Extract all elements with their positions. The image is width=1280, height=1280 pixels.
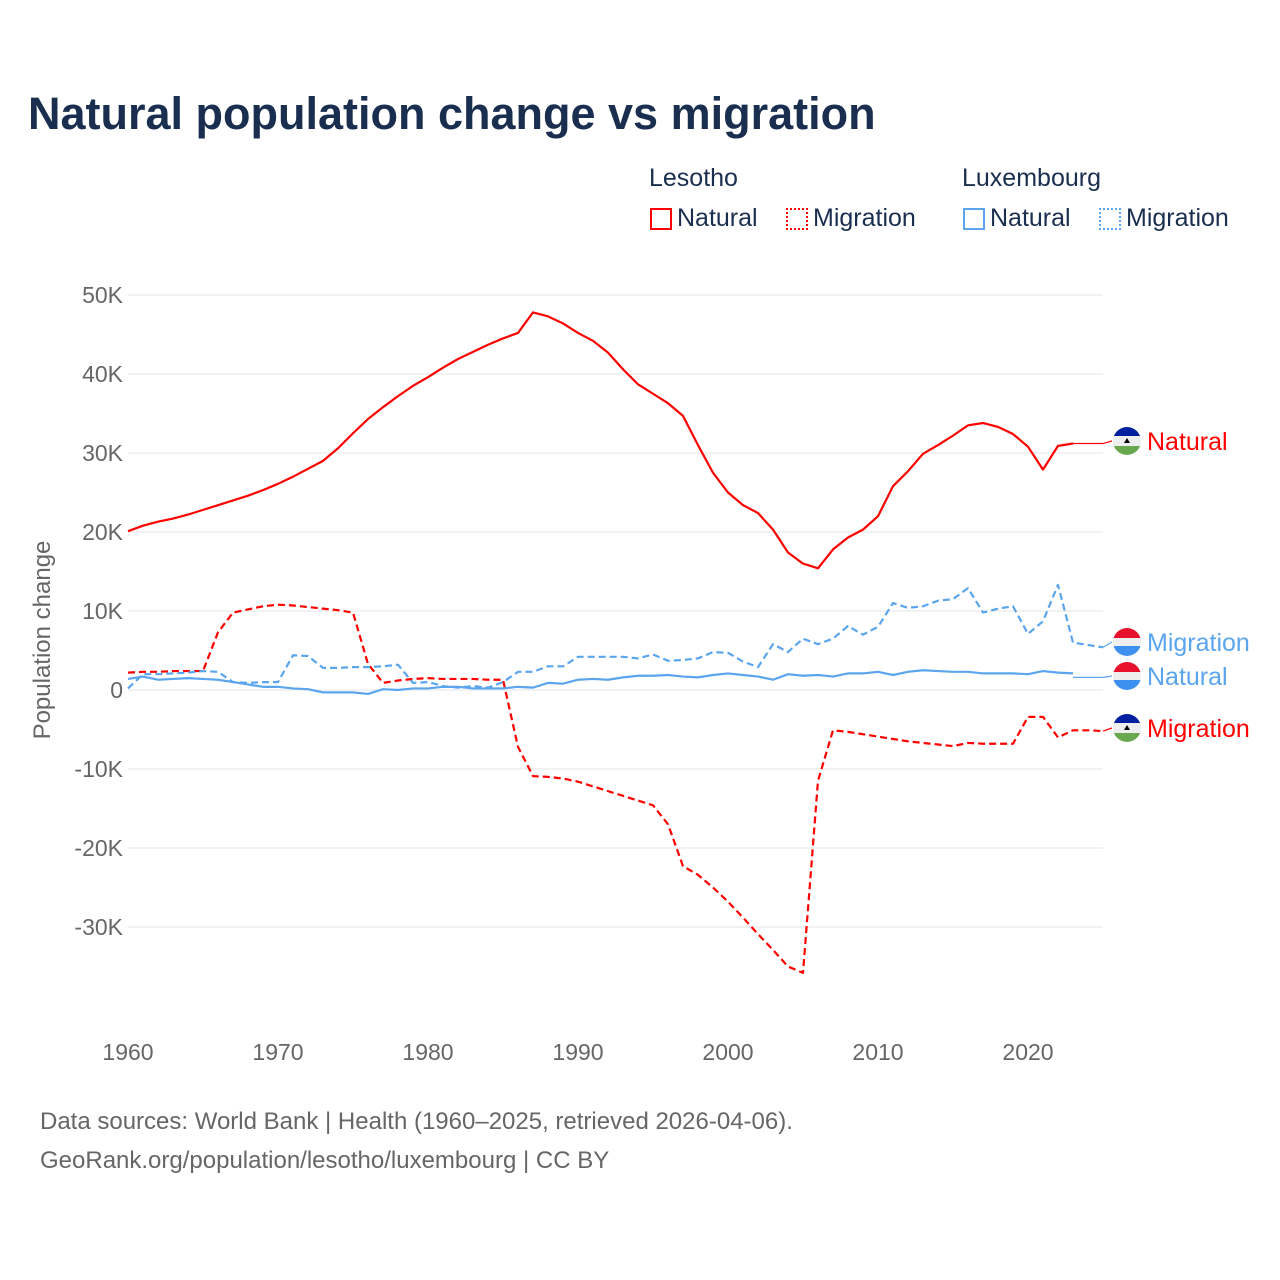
x-tick-label: 1990 (552, 1039, 603, 1065)
lesotho-flag-icon (1113, 714, 1141, 742)
x-tick-label: 1970 (252, 1039, 303, 1065)
end-label-lesotho-migration: Migration (1147, 715, 1250, 743)
chart-title: Natural population change vs migration (28, 88, 876, 139)
y-tick-label: 50K (82, 282, 124, 308)
x-tick-label: 1960 (102, 1039, 153, 1065)
y-tick-label: -30K (74, 914, 123, 940)
legend-luxembourg-migration[interactable]: Migration (1099, 204, 1229, 233)
lesotho-flag-icon (1113, 427, 1141, 455)
series-extension (1102, 641, 1113, 648)
y-tick-label: 30K (82, 440, 124, 466)
series-extension (1073, 440, 1113, 445)
legend-swatch (786, 207, 808, 230)
series-extension (1102, 727, 1113, 732)
legend-group-luxembourg: Luxembourg (962, 164, 1101, 192)
legend-label: Natural (990, 204, 1071, 232)
series-line-luxembourg-migration (127, 583, 1104, 690)
x-tick-label: 2020 (1002, 1039, 1053, 1065)
legend-lesotho-migration[interactable]: Migration (786, 204, 916, 233)
series-extension (1073, 675, 1113, 678)
y-tick-label: 10K (82, 598, 124, 624)
x-tick-label: 2000 (702, 1039, 753, 1065)
luxembourg-flag-icon (1113, 662, 1141, 690)
series-line-luxembourg-natural (127, 669, 1074, 696)
legend-swatch (650, 207, 672, 230)
footer-attribution[interactable]: GeoRank.org/population/lesotho/luxembour… (40, 1147, 610, 1174)
x-tick-label: 1980 (402, 1039, 453, 1065)
legend-label: Natural (677, 204, 758, 232)
x-tick-label: 2010 (852, 1039, 903, 1065)
legend-swatch (963, 207, 985, 230)
y-tick-label: 20K (82, 519, 124, 545)
y-axis-label: Population change (29, 541, 56, 740)
luxembourg-flag-icon (1113, 628, 1141, 656)
legend-label: Migration (1126, 204, 1229, 232)
y-tick-label: -20K (74, 835, 123, 861)
legend-label: Migration (813, 204, 916, 232)
footer-sources: Data sources: World Bank | Health (1960–… (40, 1108, 793, 1135)
legend-lesotho-natural[interactable]: Natural (650, 204, 758, 233)
end-label-luxembourg-natural: Natural (1147, 663, 1228, 691)
end-label-luxembourg-migration: Migration (1147, 629, 1250, 657)
legend-luxembourg-natural[interactable]: Natural (963, 204, 1071, 233)
y-tick-label: -10K (74, 756, 123, 782)
series-line-lesotho-natural (127, 311, 1074, 570)
legend-swatch (1099, 207, 1121, 230)
series-line-lesotho-migration (127, 603, 1104, 974)
y-tick-label: 40K (82, 361, 124, 387)
legend-group-lesotho: Lesotho (649, 164, 738, 192)
y-tick-label: 0 (110, 677, 123, 703)
end-label-lesotho-natural: Natural (1147, 428, 1228, 456)
